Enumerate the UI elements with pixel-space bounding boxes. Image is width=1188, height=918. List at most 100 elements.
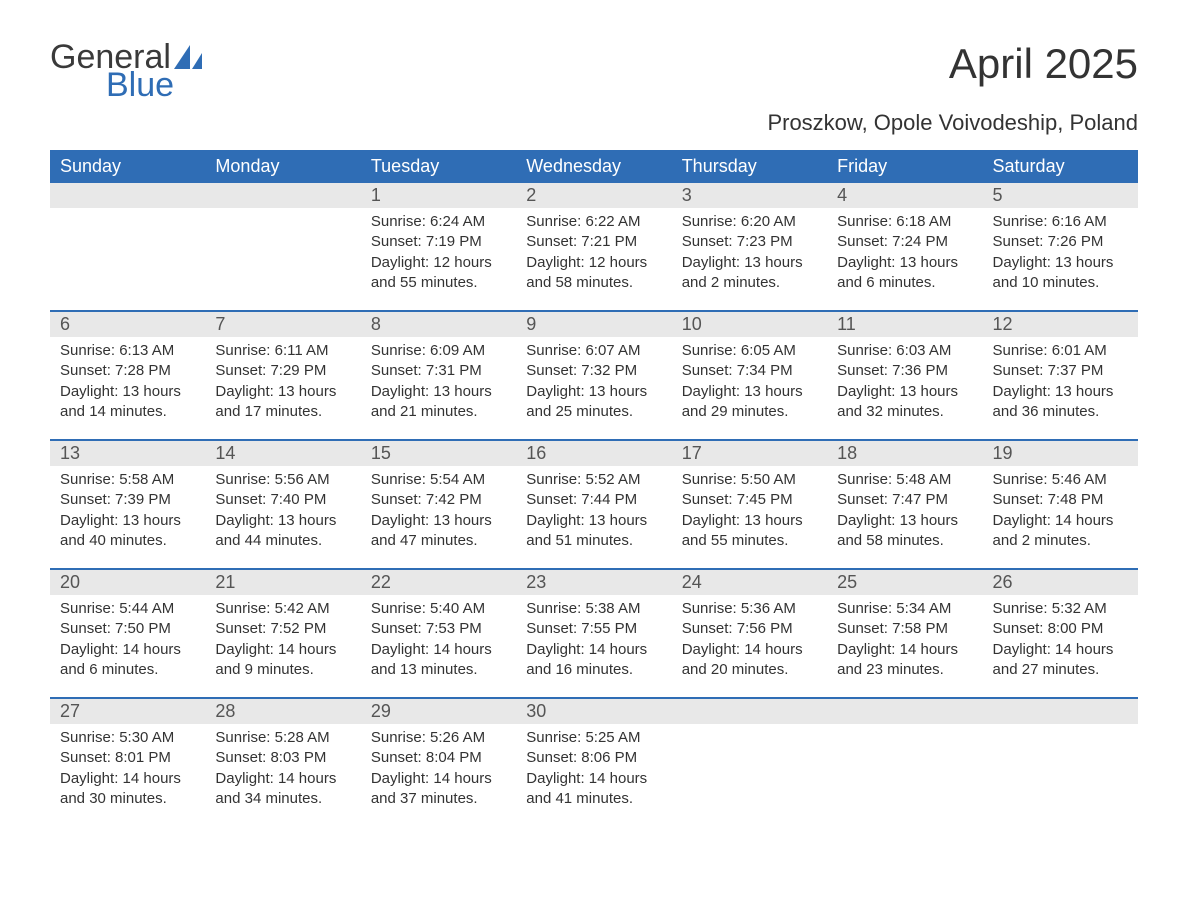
- daylight-line: and 41 minutes.: [526, 789, 661, 809]
- calendar-day-cell: [50, 183, 205, 311]
- sunrise-line: Sunrise: 5:56 AM: [215, 470, 350, 490]
- calendar-day-cell: 17Sunrise: 5:50 AMSunset: 7:45 PMDayligh…: [672, 441, 827, 569]
- day-details: Sunrise: 6:01 AMSunset: 7:37 PMDaylight:…: [983, 337, 1138, 434]
- daylight-line: and 2 minutes.: [993, 531, 1128, 551]
- day-details: Sunrise: 6:03 AMSunset: 7:36 PMDaylight:…: [827, 337, 982, 434]
- weekday-header: Thursday: [672, 150, 827, 183]
- sunrise-line: Sunrise: 6:09 AM: [371, 341, 506, 361]
- sunrise-line: Sunrise: 5:54 AM: [371, 470, 506, 490]
- daylight-line: Daylight: 14 hours: [371, 769, 506, 789]
- sunset-line: Sunset: 7:47 PM: [837, 490, 972, 510]
- calendar-day-cell: 21Sunrise: 5:42 AMSunset: 7:52 PMDayligh…: [205, 570, 360, 698]
- day-number: 25: [827, 570, 982, 595]
- sunrise-line: Sunrise: 5:48 AM: [837, 470, 972, 490]
- calendar-day-cell: 8Sunrise: 6:09 AMSunset: 7:31 PMDaylight…: [361, 312, 516, 440]
- calendar-week-row: 27Sunrise: 5:30 AMSunset: 8:01 PMDayligh…: [50, 699, 1138, 827]
- daylight-line: Daylight: 13 hours: [993, 382, 1128, 402]
- sunset-line: Sunset: 7:42 PM: [371, 490, 506, 510]
- daylight-line: and 21 minutes.: [371, 402, 506, 422]
- day-number: 6: [50, 312, 205, 337]
- daylight-line: and 10 minutes.: [993, 273, 1128, 293]
- sunrise-line: Sunrise: 6:16 AM: [993, 212, 1128, 232]
- day-number: 7: [205, 312, 360, 337]
- sunrise-line: Sunrise: 5:40 AM: [371, 599, 506, 619]
- sunset-line: Sunset: 7:24 PM: [837, 232, 972, 252]
- daylight-line: Daylight: 13 hours: [215, 511, 350, 531]
- day-details: Sunrise: 6:20 AMSunset: 7:23 PMDaylight:…: [672, 208, 827, 305]
- daylight-line: Daylight: 13 hours: [215, 382, 350, 402]
- day-number: 19: [983, 441, 1138, 466]
- sunrise-line: Sunrise: 5:52 AM: [526, 470, 661, 490]
- day-details: Sunrise: 5:54 AMSunset: 7:42 PMDaylight:…: [361, 466, 516, 563]
- day-number: 26: [983, 570, 1138, 595]
- weekday-header: Saturday: [983, 150, 1138, 183]
- sunrise-line: Sunrise: 6:13 AM: [60, 341, 195, 361]
- sunrise-line: Sunrise: 6:24 AM: [371, 212, 506, 232]
- location-subtitle: Proszkow, Opole Voivodeship, Poland: [50, 110, 1138, 136]
- day-details: Sunrise: 6:05 AMSunset: 7:34 PMDaylight:…: [672, 337, 827, 434]
- daylight-line: Daylight: 13 hours: [60, 382, 195, 402]
- daylight-line: and 40 minutes.: [60, 531, 195, 551]
- day-number: 3: [672, 183, 827, 208]
- daylight-line: and 58 minutes.: [526, 273, 661, 293]
- sunset-line: Sunset: 7:52 PM: [215, 619, 350, 639]
- daylight-line: and 44 minutes.: [215, 531, 350, 551]
- daylight-line: Daylight: 14 hours: [993, 511, 1128, 531]
- sunrise-line: Sunrise: 5:38 AM: [526, 599, 661, 619]
- sunrise-line: Sunrise: 5:25 AM: [526, 728, 661, 748]
- day-details: Sunrise: 6:09 AMSunset: 7:31 PMDaylight:…: [361, 337, 516, 434]
- sunrise-line: Sunrise: 6:22 AM: [526, 212, 661, 232]
- daylight-line: Daylight: 14 hours: [371, 640, 506, 660]
- calendar-day-cell: 5Sunrise: 6:16 AMSunset: 7:26 PMDaylight…: [983, 183, 1138, 311]
- daylight-line: and 17 minutes.: [215, 402, 350, 422]
- daylight-line: Daylight: 14 hours: [60, 769, 195, 789]
- daylight-line: Daylight: 14 hours: [993, 640, 1128, 660]
- sunrise-line: Sunrise: 5:34 AM: [837, 599, 972, 619]
- daylight-line: Daylight: 13 hours: [371, 382, 506, 402]
- daylight-line: and 9 minutes.: [215, 660, 350, 680]
- calendar-day-cell: [205, 183, 360, 311]
- daylight-line: and 2 minutes.: [682, 273, 817, 293]
- day-details: Sunrise: 6:16 AMSunset: 7:26 PMDaylight:…: [983, 208, 1138, 305]
- daylight-line: and 58 minutes.: [837, 531, 972, 551]
- calendar-day-cell: 9Sunrise: 6:07 AMSunset: 7:32 PMDaylight…: [516, 312, 671, 440]
- calendar-day-cell: 10Sunrise: 6:05 AMSunset: 7:34 PMDayligh…: [672, 312, 827, 440]
- sunset-line: Sunset: 7:26 PM: [993, 232, 1128, 252]
- daylight-line: and 6 minutes.: [837, 273, 972, 293]
- calendar-day-cell: 13Sunrise: 5:58 AMSunset: 7:39 PMDayligh…: [50, 441, 205, 569]
- daylight-line: and 16 minutes.: [526, 660, 661, 680]
- calendar-day-cell: 14Sunrise: 5:56 AMSunset: 7:40 PMDayligh…: [205, 441, 360, 569]
- calendar-day-cell: 30Sunrise: 5:25 AMSunset: 8:06 PMDayligh…: [516, 699, 671, 827]
- weekday-header: Sunday: [50, 150, 205, 183]
- day-number: 9: [516, 312, 671, 337]
- day-number: [205, 183, 360, 208]
- sunrise-line: Sunrise: 6:11 AM: [215, 341, 350, 361]
- daylight-line: Daylight: 13 hours: [526, 382, 661, 402]
- day-details: Sunrise: 5:28 AMSunset: 8:03 PMDaylight:…: [205, 724, 360, 821]
- daylight-line: Daylight: 14 hours: [837, 640, 972, 660]
- day-details: Sunrise: 6:11 AMSunset: 7:29 PMDaylight:…: [205, 337, 360, 434]
- day-details: Sunrise: 5:50 AMSunset: 7:45 PMDaylight:…: [672, 466, 827, 563]
- day-number: 12: [983, 312, 1138, 337]
- day-details: Sunrise: 5:52 AMSunset: 7:44 PMDaylight:…: [516, 466, 671, 563]
- sunset-line: Sunset: 7:48 PM: [993, 490, 1128, 510]
- weekday-header: Tuesday: [361, 150, 516, 183]
- sunset-line: Sunset: 7:36 PM: [837, 361, 972, 381]
- day-number: 8: [361, 312, 516, 337]
- sunset-line: Sunset: 8:01 PM: [60, 748, 195, 768]
- calendar-day-cell: [827, 699, 982, 827]
- calendar-day-cell: 25Sunrise: 5:34 AMSunset: 7:58 PMDayligh…: [827, 570, 982, 698]
- day-details: Sunrise: 5:56 AMSunset: 7:40 PMDaylight:…: [205, 466, 360, 563]
- sunset-line: Sunset: 7:40 PM: [215, 490, 350, 510]
- daylight-line: and 36 minutes.: [993, 402, 1128, 422]
- sunset-line: Sunset: 7:53 PM: [371, 619, 506, 639]
- day-number: [672, 699, 827, 724]
- daylight-line: and 13 minutes.: [371, 660, 506, 680]
- logo: General Blue: [50, 40, 202, 102]
- daylight-line: Daylight: 13 hours: [682, 511, 817, 531]
- daylight-line: Daylight: 13 hours: [371, 511, 506, 531]
- day-details: Sunrise: 6:18 AMSunset: 7:24 PMDaylight:…: [827, 208, 982, 305]
- calendar-day-cell: 20Sunrise: 5:44 AMSunset: 7:50 PMDayligh…: [50, 570, 205, 698]
- day-number: [827, 699, 982, 724]
- calendar-day-cell: 4Sunrise: 6:18 AMSunset: 7:24 PMDaylight…: [827, 183, 982, 311]
